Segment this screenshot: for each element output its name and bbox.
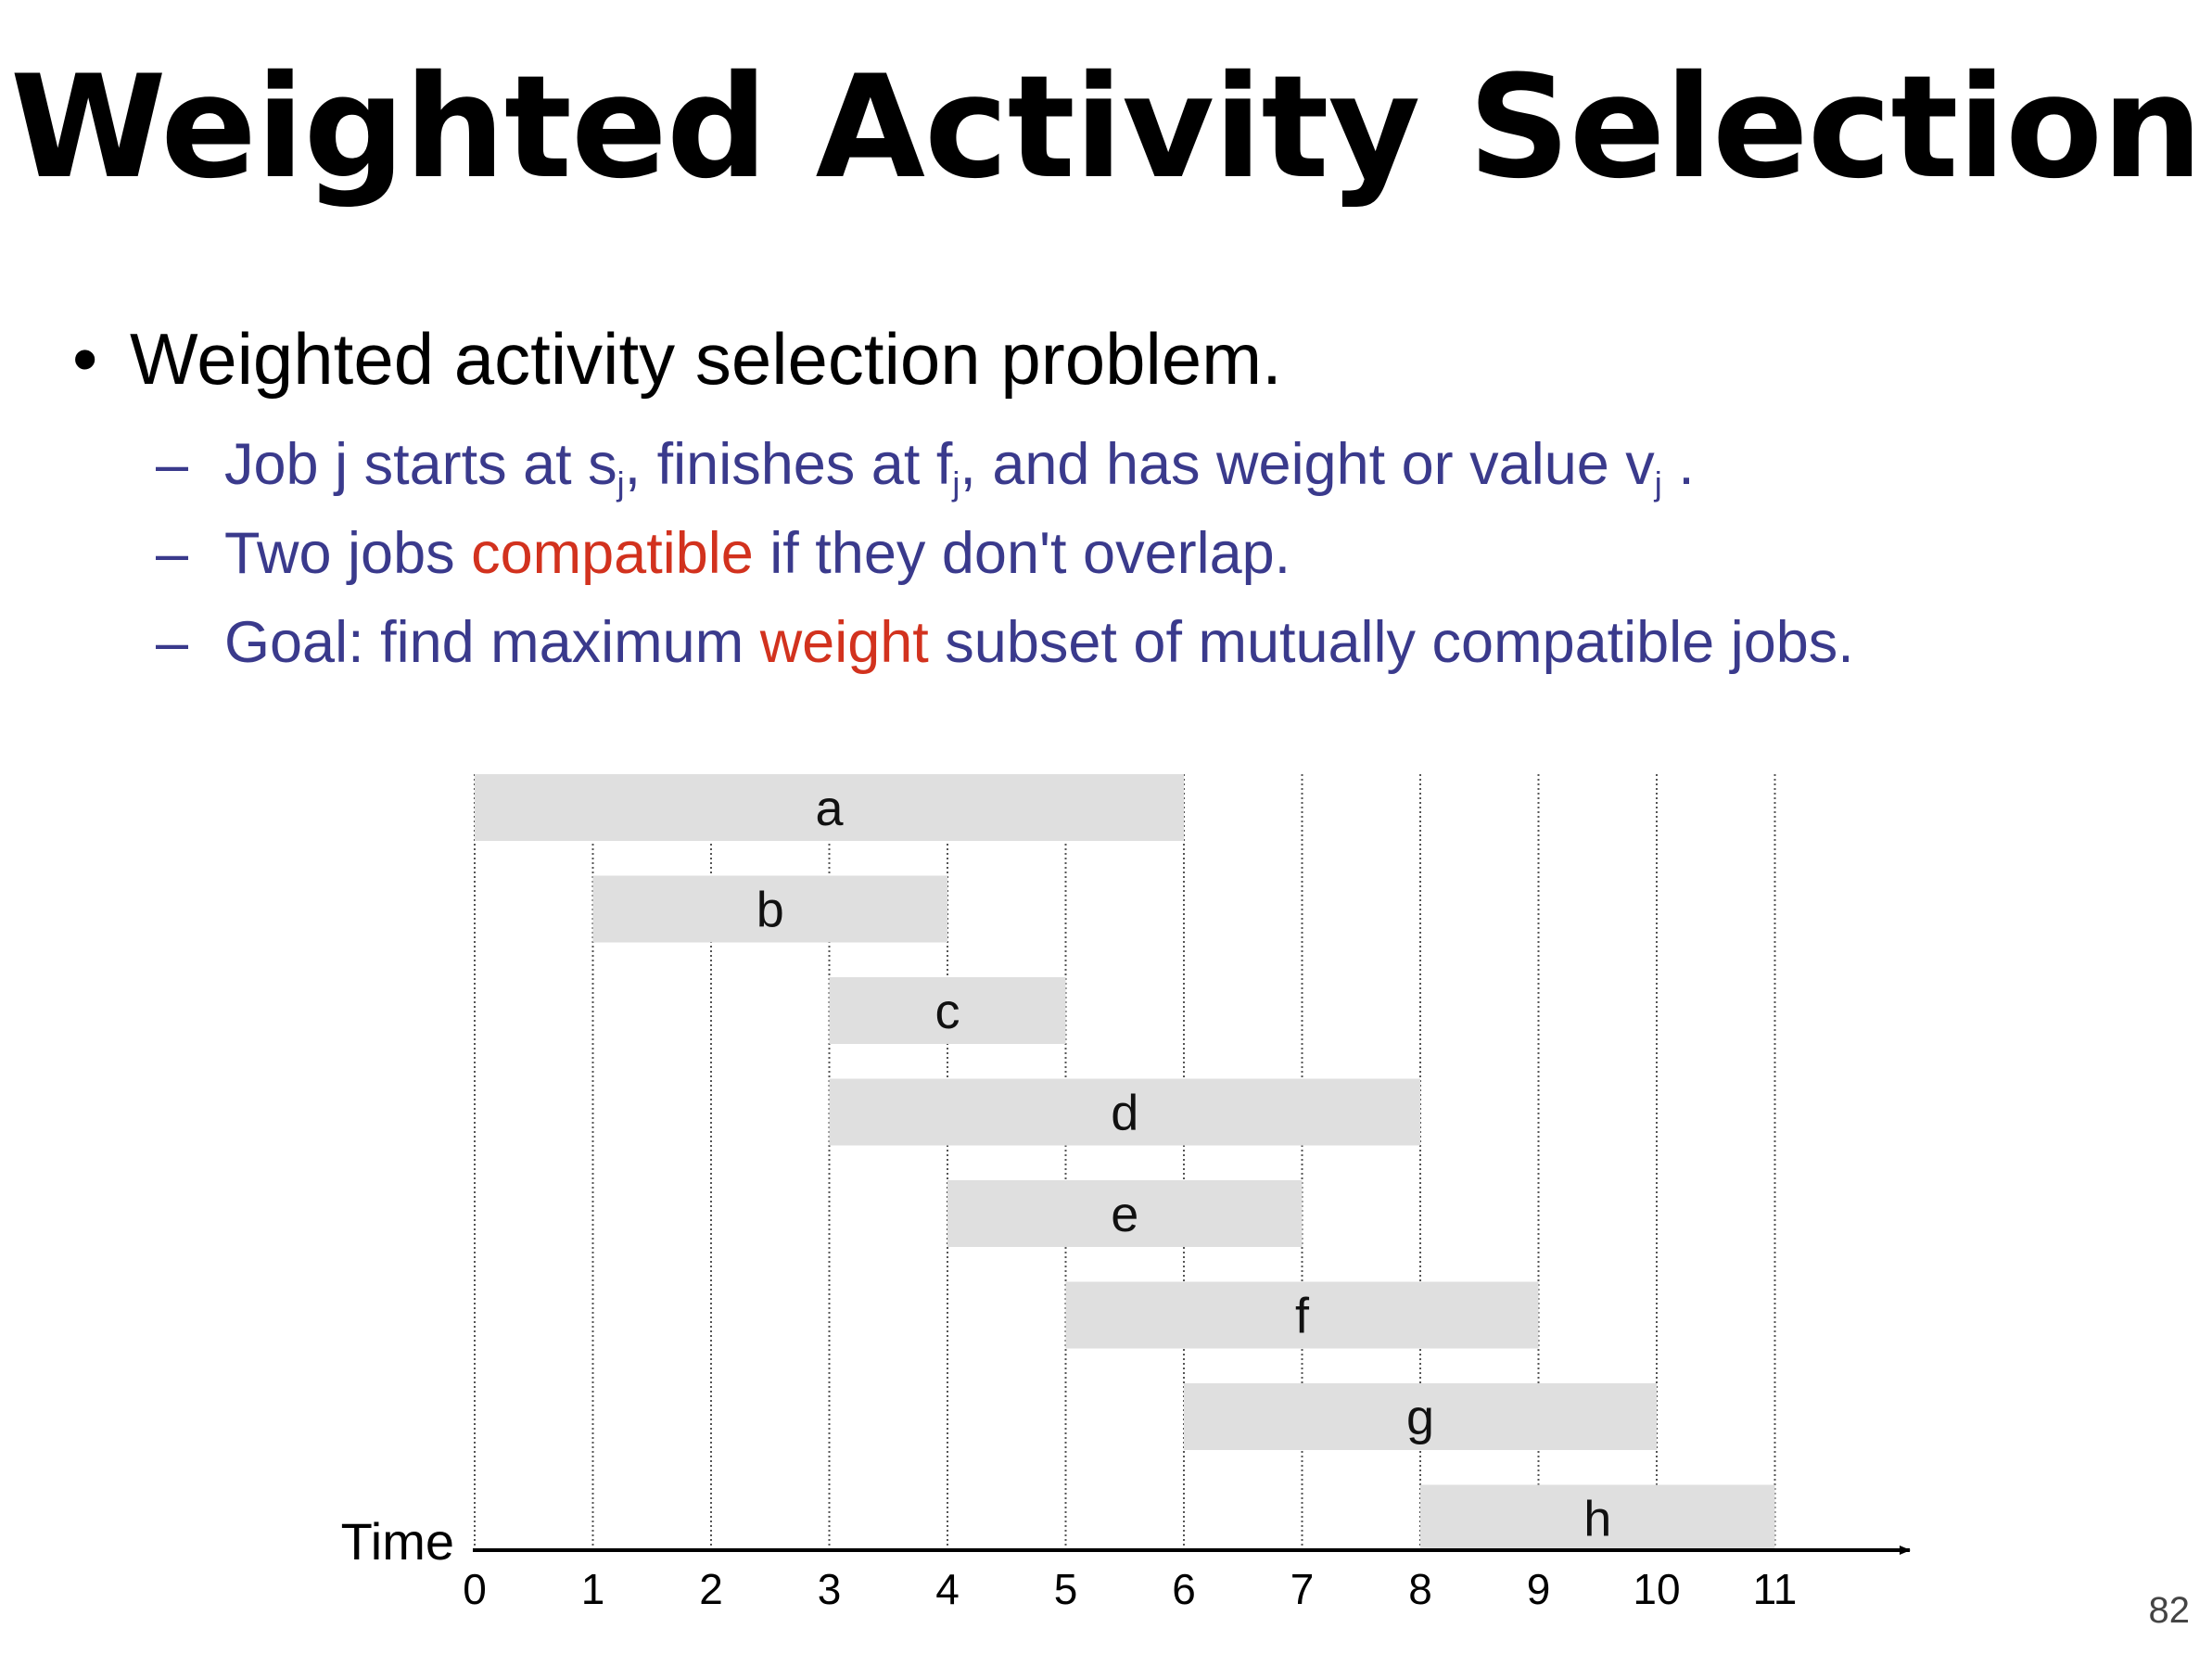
time-ticks: 0 1 2 3 4 5 6 7 8 9 10 11: [463, 1565, 1797, 1613]
job-bar-f: [1065, 1281, 1539, 1349]
job-bar-a: [475, 774, 1184, 841]
slide-title: Weighted Activity Selection: [9, 45, 2203, 210]
job-bar-d: [829, 1078, 1420, 1146]
job-bar-g: [1184, 1383, 1657, 1450]
tick-label: 3: [818, 1565, 842, 1613]
tick-label: 6: [1172, 1565, 1196, 1613]
sub-bullet-3: – Goal: find maximum weight subset of mut…: [156, 614, 1854, 672]
tick-label: 9: [1527, 1565, 1551, 1613]
sub3-text-2: subset of mutually compatible jobs.: [928, 610, 1854, 675]
dash-marker: –: [156, 610, 189, 675]
sub3-highlight: weight: [759, 610, 929, 675]
tick-label: 4: [935, 1565, 960, 1613]
job-bars: ab c de f g h: [475, 774, 1775, 1552]
job-label-g: g: [1406, 1390, 1434, 1445]
tick-label: 8: [1408, 1565, 1432, 1613]
dash-marker: –: [156, 432, 189, 497]
sub2-text-2: if they don't overlap.: [753, 521, 1291, 586]
job-label-c: c: [935, 984, 960, 1039]
tick-label: 2: [699, 1565, 723, 1613]
job-bar-c: [829, 977, 1066, 1044]
sub1-text-3: , and has weight or value v: [960, 432, 1655, 497]
tick-label: 1: [581, 1565, 605, 1613]
dash-marker: –: [156, 521, 189, 586]
job-bar-b: [592, 875, 947, 943]
job-label-h: h: [1583, 1492, 1611, 1547]
sub1-subscript-2: j: [952, 464, 960, 503]
tick-label: 0: [463, 1565, 487, 1613]
tick-label: 11: [1753, 1565, 1798, 1613]
job-bar-h: [1420, 1484, 1775, 1552]
sub1-text-2: , finishes at f: [624, 432, 953, 497]
time-axis-label: Time: [341, 1512, 454, 1571]
sub1-subscript-1: j: [617, 464, 625, 503]
job-label-d: d: [1111, 1086, 1138, 1141]
job-bar-e: [947, 1180, 1303, 1247]
sub2-text-1: Two jobs: [224, 521, 472, 586]
sub-bullet-2: – Two jobs compatible if they don't overl…: [156, 525, 1290, 583]
sub2-highlight: compatible: [471, 521, 754, 586]
sub1-text-1: Job j starts at s: [224, 432, 617, 497]
tick-label: 5: [1054, 1565, 1078, 1613]
tick-label: 7: [1290, 1565, 1315, 1613]
sub-bullet-1: – Job j starts at sj, finishes at fj, and…: [156, 432, 1695, 501]
job-label-e: e: [1111, 1187, 1138, 1242]
job-label-b: b: [756, 883, 784, 938]
sub3-text-1: Goal: find maximum: [224, 610, 760, 675]
bullet-dot: •: [72, 318, 98, 400]
main-bullet: • Weighted activity selection problem.: [72, 323, 1282, 395]
job-label-f: f: [1295, 1289, 1310, 1344]
job-label-a: a: [815, 781, 844, 836]
page-number: 82: [2148, 1590, 2191, 1631]
tick-label: 10: [1633, 1565, 1680, 1613]
sub1-subscript-3: j: [1654, 464, 1662, 503]
main-bullet-text: Weighted activity selection problem.: [130, 318, 1282, 400]
time-axis: Time: [341, 1512, 1911, 1571]
sub1-text-4: .: [1661, 432, 1695, 497]
